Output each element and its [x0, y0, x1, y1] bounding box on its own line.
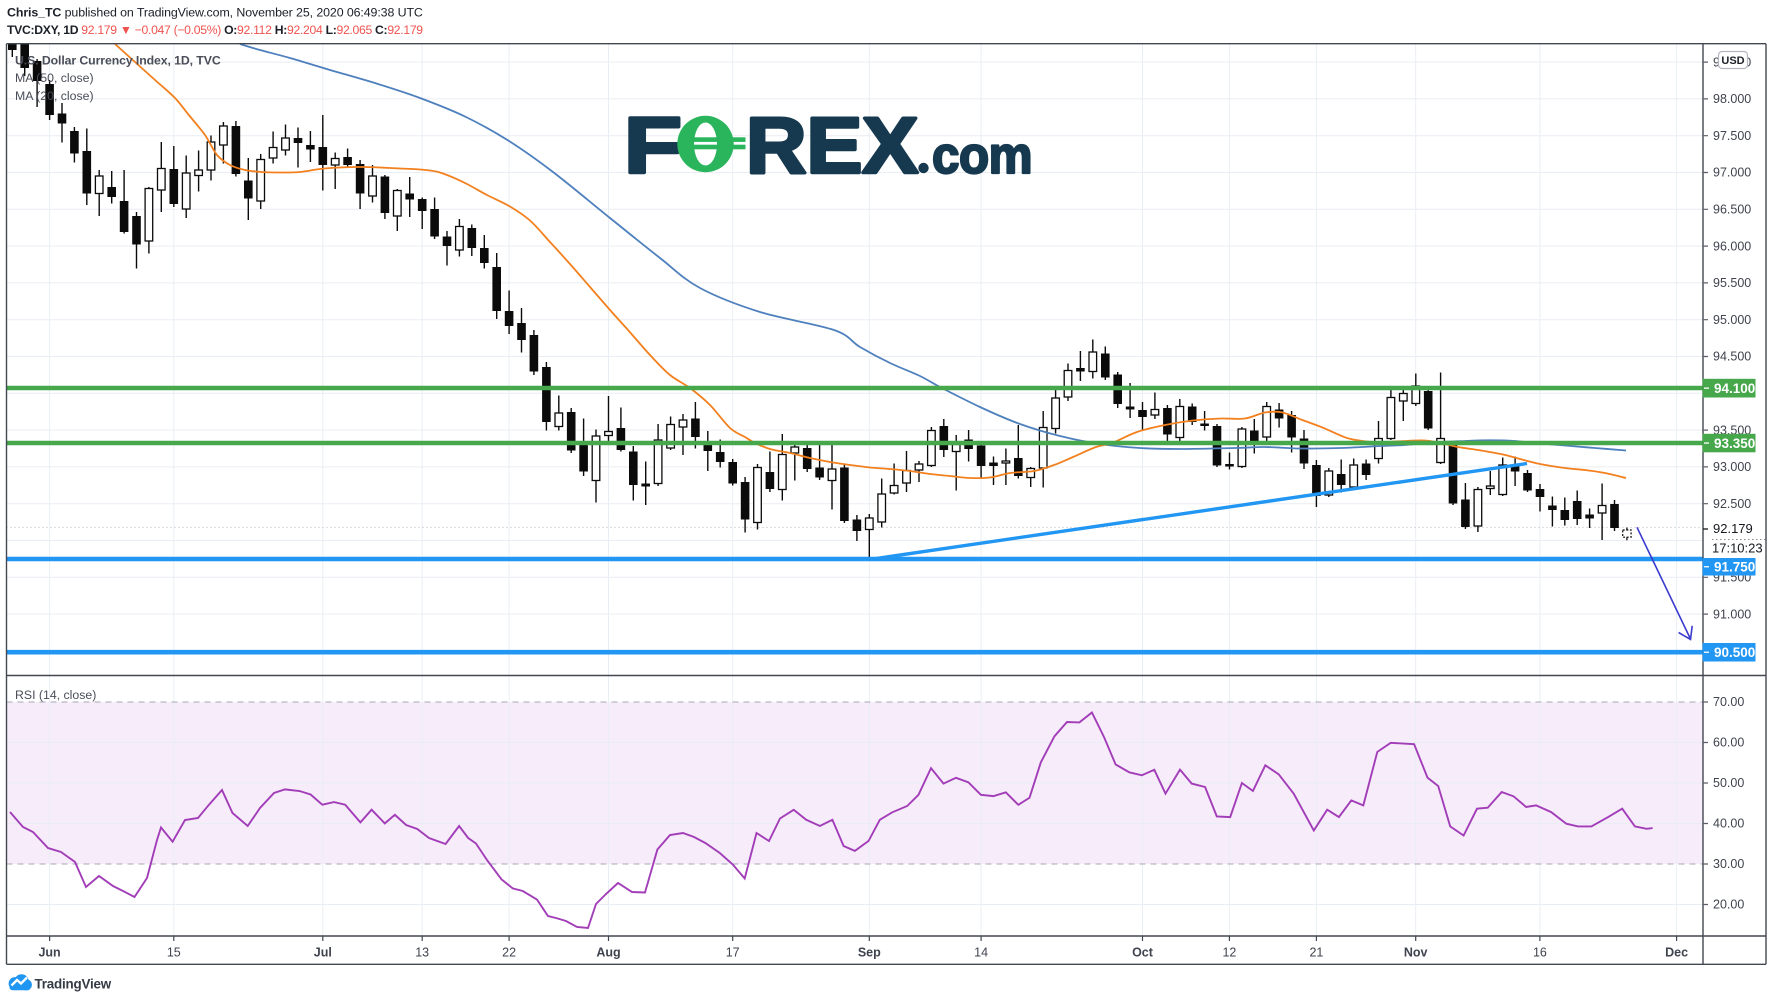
svg-text:16: 16 [1533, 946, 1547, 960]
svg-text:com: com [932, 126, 1032, 184]
svg-text:97.500: 97.500 [1713, 129, 1751, 143]
svg-text:MA (20, close): MA (20, close) [15, 89, 94, 103]
svg-text:91.000: 91.000 [1713, 607, 1751, 621]
svg-text:92.179: 92.179 [1713, 521, 1753, 536]
svg-text:Jun: Jun [38, 946, 60, 960]
svg-text:50.00: 50.00 [1713, 776, 1744, 790]
svg-text:21: 21 [1309, 946, 1323, 960]
svg-text:40.00: 40.00 [1713, 817, 1744, 831]
svg-text:96.000: 96.000 [1713, 239, 1751, 253]
svg-text:TradingView: TradingView [35, 977, 112, 992]
svg-text:Oct: Oct [1132, 946, 1154, 960]
svg-text:95.000: 95.000 [1713, 313, 1751, 327]
svg-text:96.500: 96.500 [1713, 203, 1751, 217]
svg-text:Jul: Jul [314, 946, 332, 960]
svg-text:97.000: 97.000 [1713, 166, 1751, 180]
svg-text:94.500: 94.500 [1713, 350, 1751, 364]
svg-text:90.500: 90.500 [1714, 645, 1755, 660]
svg-text:MA (50, close): MA (50, close) [15, 71, 94, 85]
svg-text:17: 17 [726, 946, 740, 960]
svg-text:Sep: Sep [858, 946, 881, 960]
svg-text:13: 13 [415, 946, 429, 960]
svg-text:F: F [624, 102, 682, 190]
svg-text:Dec: Dec [1665, 946, 1688, 960]
svg-text:20.00: 20.00 [1713, 898, 1744, 912]
svg-text:22: 22 [502, 946, 516, 960]
svg-text:98.000: 98.000 [1713, 92, 1751, 106]
svg-text:REX: REX [746, 102, 918, 190]
svg-text:RSI (14, close): RSI (14, close) [15, 688, 96, 702]
svg-text:91.750: 91.750 [1714, 560, 1755, 575]
svg-text:14: 14 [974, 946, 988, 960]
svg-text:U.S. Dollar Currency Index, 1D: U.S. Dollar Currency Index, 1D, TVC [15, 54, 221, 68]
svg-text:93.350: 93.350 [1714, 436, 1755, 451]
svg-text:92.500: 92.500 [1713, 497, 1751, 511]
svg-text:94.100: 94.100 [1714, 381, 1755, 396]
svg-text:30.00: 30.00 [1713, 857, 1744, 871]
svg-text:17:10:23: 17:10:23 [1712, 541, 1763, 556]
svg-text:TVC:DXY, 1D 92.179 ▼ −0.047 (−: TVC:DXY, 1D 92.179 ▼ −0.047 (−0.05%) O:9… [7, 23, 423, 37]
svg-text:Chris_TC published on TradingV: Chris_TC published on TradingView.com, N… [7, 6, 423, 20]
svg-text:12: 12 [1222, 946, 1236, 960]
svg-text:60.00: 60.00 [1713, 736, 1744, 750]
svg-text:95.500: 95.500 [1713, 276, 1751, 290]
svg-text:15: 15 [167, 946, 181, 960]
svg-text:Nov: Nov [1404, 946, 1428, 960]
svg-text:USD: USD [1721, 55, 1744, 67]
svg-text:93.000: 93.000 [1713, 460, 1751, 474]
svg-text:Aug: Aug [596, 946, 620, 960]
svg-text:70.00: 70.00 [1713, 695, 1744, 709]
